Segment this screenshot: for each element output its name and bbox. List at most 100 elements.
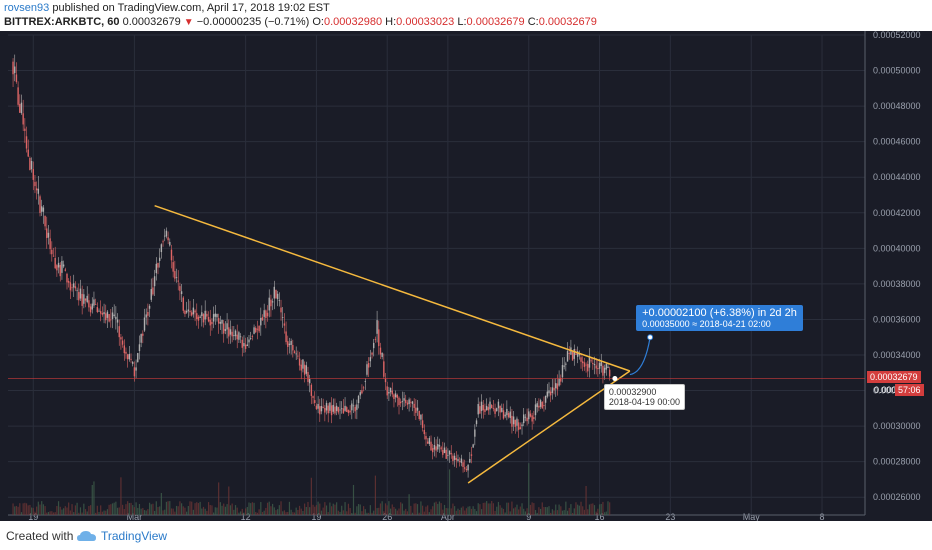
candle-body — [357, 395, 360, 404]
volume-bar — [325, 505, 328, 515]
candle-body — [423, 429, 425, 435]
volume-bar — [116, 507, 119, 515]
candle-body — [74, 286, 77, 289]
candle-body — [389, 387, 392, 393]
candle-body — [196, 313, 198, 320]
candle-body — [555, 383, 557, 389]
candle-body — [165, 230, 168, 237]
candle-body — [84, 298, 87, 301]
volume-bar — [418, 512, 420, 515]
projection-endpoint — [647, 334, 654, 341]
volume-bar — [570, 504, 572, 515]
candle-body — [62, 264, 65, 267]
candle-body — [474, 429, 476, 437]
chart-area[interactable]: 0.000260000.000280000.000300000.00032000… — [0, 31, 932, 521]
volume-bar — [585, 485, 587, 515]
tradingview-brand[interactable]: TradingView — [101, 529, 168, 543]
volume-bar — [403, 510, 405, 515]
candle-body — [588, 356, 591, 368]
candle-body — [94, 303, 97, 305]
current-price-tag: 0.00032679 — [867, 371, 921, 384]
candle-body — [88, 300, 90, 308]
volume-bar — [604, 512, 606, 515]
candle-body — [428, 438, 431, 445]
volume-bar — [430, 509, 432, 515]
volume-bar — [401, 503, 403, 515]
candle-body — [128, 353, 131, 360]
volume-bar — [79, 507, 82, 515]
volume-bar — [597, 508, 599, 515]
candle-body — [352, 405, 355, 407]
tradingview-cloud-icon — [77, 531, 96, 541]
x-tick-label: 12 — [241, 512, 251, 521]
volume-bar — [499, 505, 501, 515]
candle-body — [322, 407, 324, 408]
candle-body — [366, 364, 368, 375]
high-label: H: — [385, 16, 397, 28]
volume-bar — [56, 506, 58, 515]
candle-body — [312, 396, 314, 398]
candle-body — [460, 458, 463, 463]
candle-body — [585, 364, 587, 366]
candle-body — [448, 450, 451, 455]
published-text: published on TradingView.com, April 17, … — [52, 2, 330, 14]
volume-bar — [607, 501, 609, 515]
volume-bar — [179, 501, 181, 515]
volume-bar — [538, 507, 540, 515]
volume-bar — [287, 511, 289, 515]
candle-body — [538, 405, 540, 408]
candle-body — [93, 299, 95, 306]
volume-bar — [152, 503, 154, 515]
volume-bar — [27, 505, 29, 515]
candle-body — [440, 447, 442, 450]
candle-body — [561, 365, 564, 378]
volume-bar — [464, 510, 466, 515]
candle-body — [52, 255, 55, 257]
candle-body — [482, 404, 484, 411]
candle-body — [583, 362, 586, 367]
candle-body — [480, 401, 483, 411]
candle-body — [396, 394, 399, 398]
candle-body — [418, 410, 420, 420]
volume-bar — [411, 512, 414, 515]
candle-body — [219, 321, 222, 324]
candle-body — [273, 286, 275, 299]
down-arrow-icon: ▼ — [183, 17, 194, 28]
volume-bar — [491, 501, 493, 515]
volume-bar — [386, 505, 388, 515]
volume-bar — [445, 508, 447, 515]
chart-header: rovsen93 published on TradingView.com, A… — [0, 0, 932, 31]
volume-bar — [330, 506, 333, 515]
volume-bar — [523, 508, 525, 515]
candle-body — [12, 61, 14, 75]
candle-body — [560, 377, 562, 382]
candle-body — [307, 371, 309, 382]
candle-body — [170, 249, 173, 261]
volume-bar — [533, 503, 535, 515]
volume-bar — [147, 509, 149, 515]
candle-body — [73, 283, 75, 288]
price-change: −0.00000235 (−0.71%) — [196, 16, 310, 28]
volume-bar — [51, 511, 53, 515]
price-chart[interactable]: 0.000260000.000280000.000300000.00032000… — [0, 31, 932, 521]
candle-body — [529, 413, 532, 417]
candle-body — [99, 311, 102, 314]
candle-body — [35, 188, 38, 191]
author-link[interactable]: rovsen93 — [4, 2, 50, 14]
candle-body — [406, 402, 409, 405]
volume-bar — [253, 502, 255, 515]
candle-body — [135, 367, 137, 371]
volume-bar — [400, 502, 402, 515]
volume-bar — [457, 508, 459, 515]
candle-body — [465, 468, 468, 471]
volume-bar — [395, 508, 397, 515]
candle-body — [238, 332, 240, 340]
candle-body — [576, 351, 579, 357]
candle-body — [602, 365, 604, 376]
volume-bar — [496, 506, 498, 515]
candle-body — [607, 366, 609, 368]
volume-bar — [405, 508, 407, 515]
volume-bar — [226, 504, 228, 515]
volume-bar — [206, 510, 208, 515]
candle-body — [27, 149, 29, 157]
